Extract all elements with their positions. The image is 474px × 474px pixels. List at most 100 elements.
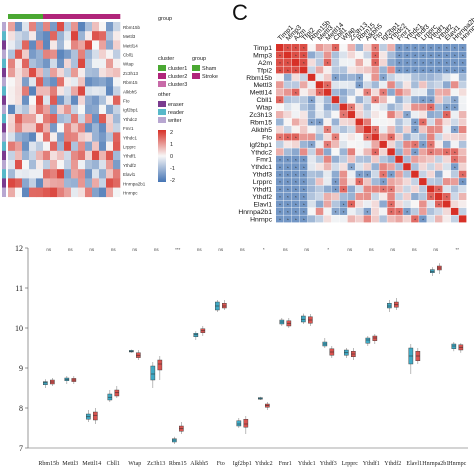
heatmap-cell xyxy=(50,104,58,115)
corr-signif-mark: * xyxy=(303,46,305,51)
heatmap-cell xyxy=(113,49,121,60)
corr-cell xyxy=(347,207,356,215)
heatmap-cell xyxy=(99,114,107,124)
corr-cell xyxy=(347,44,356,52)
corr-cell xyxy=(283,66,292,74)
heatmap-cell xyxy=(71,31,79,41)
heatmap-cell xyxy=(36,160,44,170)
corr-cell xyxy=(427,58,435,66)
corr-cell xyxy=(387,103,395,111)
heatmap-cell xyxy=(57,187,65,198)
corr-signif-mark: * xyxy=(462,54,464,59)
corr-signif-mark: * xyxy=(367,136,369,141)
corr-signif-mark: * xyxy=(422,121,424,126)
heatmap-cell xyxy=(15,150,23,161)
heatmap-gene-label: Hnrnpa2b1 xyxy=(123,181,146,186)
corr-cell xyxy=(299,44,308,52)
box-stroke xyxy=(372,335,378,342)
corr-cell xyxy=(371,73,379,81)
corr-cell xyxy=(331,73,340,81)
heatmap-cell xyxy=(78,58,86,69)
corr-cell xyxy=(315,125,324,133)
corr-cell xyxy=(450,111,459,119)
corr-cell xyxy=(315,163,324,171)
corr-cell xyxy=(347,178,356,186)
corr-cell xyxy=(427,163,435,171)
corr-cell xyxy=(411,81,419,89)
corr-signif-mark: * xyxy=(446,46,448,51)
corr-cell xyxy=(307,193,316,201)
legend-eraser-swatch xyxy=(158,101,166,107)
corr-cell xyxy=(450,170,459,178)
corr-cell xyxy=(419,51,427,59)
corr-cell xyxy=(419,140,427,148)
heatmap-gene-label: Rbm15b xyxy=(123,25,141,30)
corr-cell xyxy=(276,81,284,89)
corr-cell xyxy=(435,111,443,119)
x-tick-label: Cbll1 xyxy=(107,461,120,467)
heatmap-cell xyxy=(50,22,58,32)
corr-cell xyxy=(339,103,348,111)
corr-cell xyxy=(379,215,387,223)
heatmap-cell xyxy=(85,123,93,133)
corr-cell xyxy=(331,103,340,111)
heatmap-gene-label: Mettl14 xyxy=(123,43,138,48)
heatmap-cell xyxy=(22,178,30,188)
corr-cell xyxy=(419,148,427,156)
heatmap-cell xyxy=(64,114,72,124)
corr-cell xyxy=(435,207,443,215)
heatmap-cell xyxy=(92,123,100,133)
corr-cell xyxy=(347,155,356,163)
y-tick-label: 7 xyxy=(19,444,23,453)
corr-cell xyxy=(403,118,411,126)
corr-row-label: Ythdf1 xyxy=(252,187,272,194)
corr-signif-mark: * xyxy=(382,188,384,193)
corr-signif-mark: * xyxy=(295,210,297,215)
heatmap-cell xyxy=(43,160,51,170)
corr-cell xyxy=(323,178,332,186)
corr-signif-mark: * xyxy=(374,98,376,103)
heatmap-cell xyxy=(22,95,30,106)
corr-cell xyxy=(379,155,387,163)
corr-cell xyxy=(315,96,324,104)
corr-cell xyxy=(299,111,308,119)
heatmap-cell xyxy=(50,141,58,152)
scale-tick-1: 1 xyxy=(170,142,173,148)
corr-cell xyxy=(379,96,387,104)
corr-cell xyxy=(403,170,411,178)
corr-signif-mark: * xyxy=(303,180,305,185)
heatmap-cell xyxy=(71,22,79,32)
corr-cell xyxy=(403,163,411,171)
corr-cell xyxy=(387,44,395,52)
corr-cell xyxy=(315,155,324,163)
heatmap-cell xyxy=(36,58,44,69)
group-bar-cell xyxy=(106,14,114,19)
corr-signif-mark: * xyxy=(374,128,376,133)
corr-cell xyxy=(355,163,364,171)
corr-signif-mark: * xyxy=(367,173,369,178)
heatmap-cell xyxy=(36,114,44,124)
heatmap-cell xyxy=(50,68,58,78)
corr-cell xyxy=(315,215,324,223)
significance-label: ns xyxy=(154,247,160,252)
corr-signif-mark: * xyxy=(287,158,289,163)
corr-cell xyxy=(283,44,292,52)
corr-signif-mark: * xyxy=(335,210,337,215)
corr-signif-mark: * xyxy=(359,173,361,178)
gene-type-cell xyxy=(2,187,6,197)
corr-cell xyxy=(347,193,356,201)
corr-cell xyxy=(331,111,340,119)
x-tick-label: Ythdc2 xyxy=(255,461,273,467)
heatmap-cell xyxy=(71,68,79,78)
corr-row-label: Ythdf3 xyxy=(252,172,272,179)
corr-signif-mark: * xyxy=(438,68,440,73)
gene-type-cell xyxy=(2,49,6,59)
heatmap-cell xyxy=(113,95,121,106)
corr-cell xyxy=(363,178,371,186)
heatmap-cell xyxy=(22,40,30,50)
corr-signif-mark: * xyxy=(295,180,297,185)
heatmap-cell xyxy=(106,49,114,60)
heatmap-cell xyxy=(22,114,30,124)
heatmap-cell xyxy=(106,95,114,106)
corr-cell xyxy=(435,178,443,186)
